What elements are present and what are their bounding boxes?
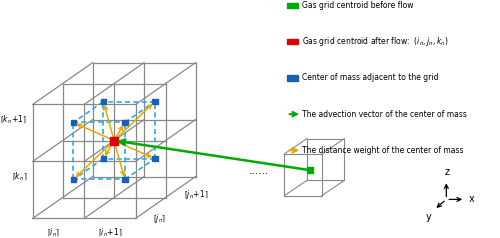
Text: z: z — [444, 167, 450, 177]
Bar — [100, 99, 106, 104]
Text: Gas grid centroid before flow: Gas grid centroid before flow — [302, 1, 414, 10]
Bar — [307, 167, 313, 173]
Text: $\lceil j_n\!+\!1 \rceil$: $\lceil j_n\!+\!1 \rceil$ — [184, 188, 209, 201]
Bar — [287, 75, 298, 81]
Text: $\lceil i_n\!+\!1 \rceil$: $\lceil i_n\!+\!1 \rceil$ — [98, 226, 122, 238]
Bar — [100, 156, 106, 161]
Text: x: x — [469, 194, 474, 204]
Bar — [70, 177, 76, 182]
Text: Gas grid centroid after flow:  $(i_n, j_n, k_n)$: Gas grid centroid after flow: $(i_n, j_n… — [302, 35, 448, 48]
Text: $\lceil k_n \rceil$: $\lceil k_n \rceil$ — [12, 170, 27, 182]
Bar — [287, 3, 298, 8]
Text: y: y — [426, 212, 432, 222]
Bar — [122, 177, 128, 182]
Text: $\lceil j_n \rceil$: $\lceil j_n \rceil$ — [154, 212, 166, 225]
Text: Center of mass adjacent to the grid: Center of mass adjacent to the grid — [302, 74, 438, 83]
Bar — [152, 156, 158, 161]
Bar — [70, 120, 76, 125]
Bar — [152, 99, 158, 104]
Text: ......: ...... — [249, 166, 269, 176]
Text: The advection vector of the center of mass: The advection vector of the center of ma… — [302, 110, 467, 119]
Text: $\lceil i_n \rceil$: $\lceil i_n \rceil$ — [47, 226, 60, 238]
Text: $\lceil k_n\!+\!1 \rceil$: $\lceil k_n\!+\!1 \rceil$ — [0, 113, 27, 125]
Bar — [110, 137, 118, 144]
Bar — [287, 39, 298, 45]
Text: The distance weight of the center of mass: The distance weight of the center of mas… — [302, 146, 464, 155]
Bar — [122, 120, 128, 125]
